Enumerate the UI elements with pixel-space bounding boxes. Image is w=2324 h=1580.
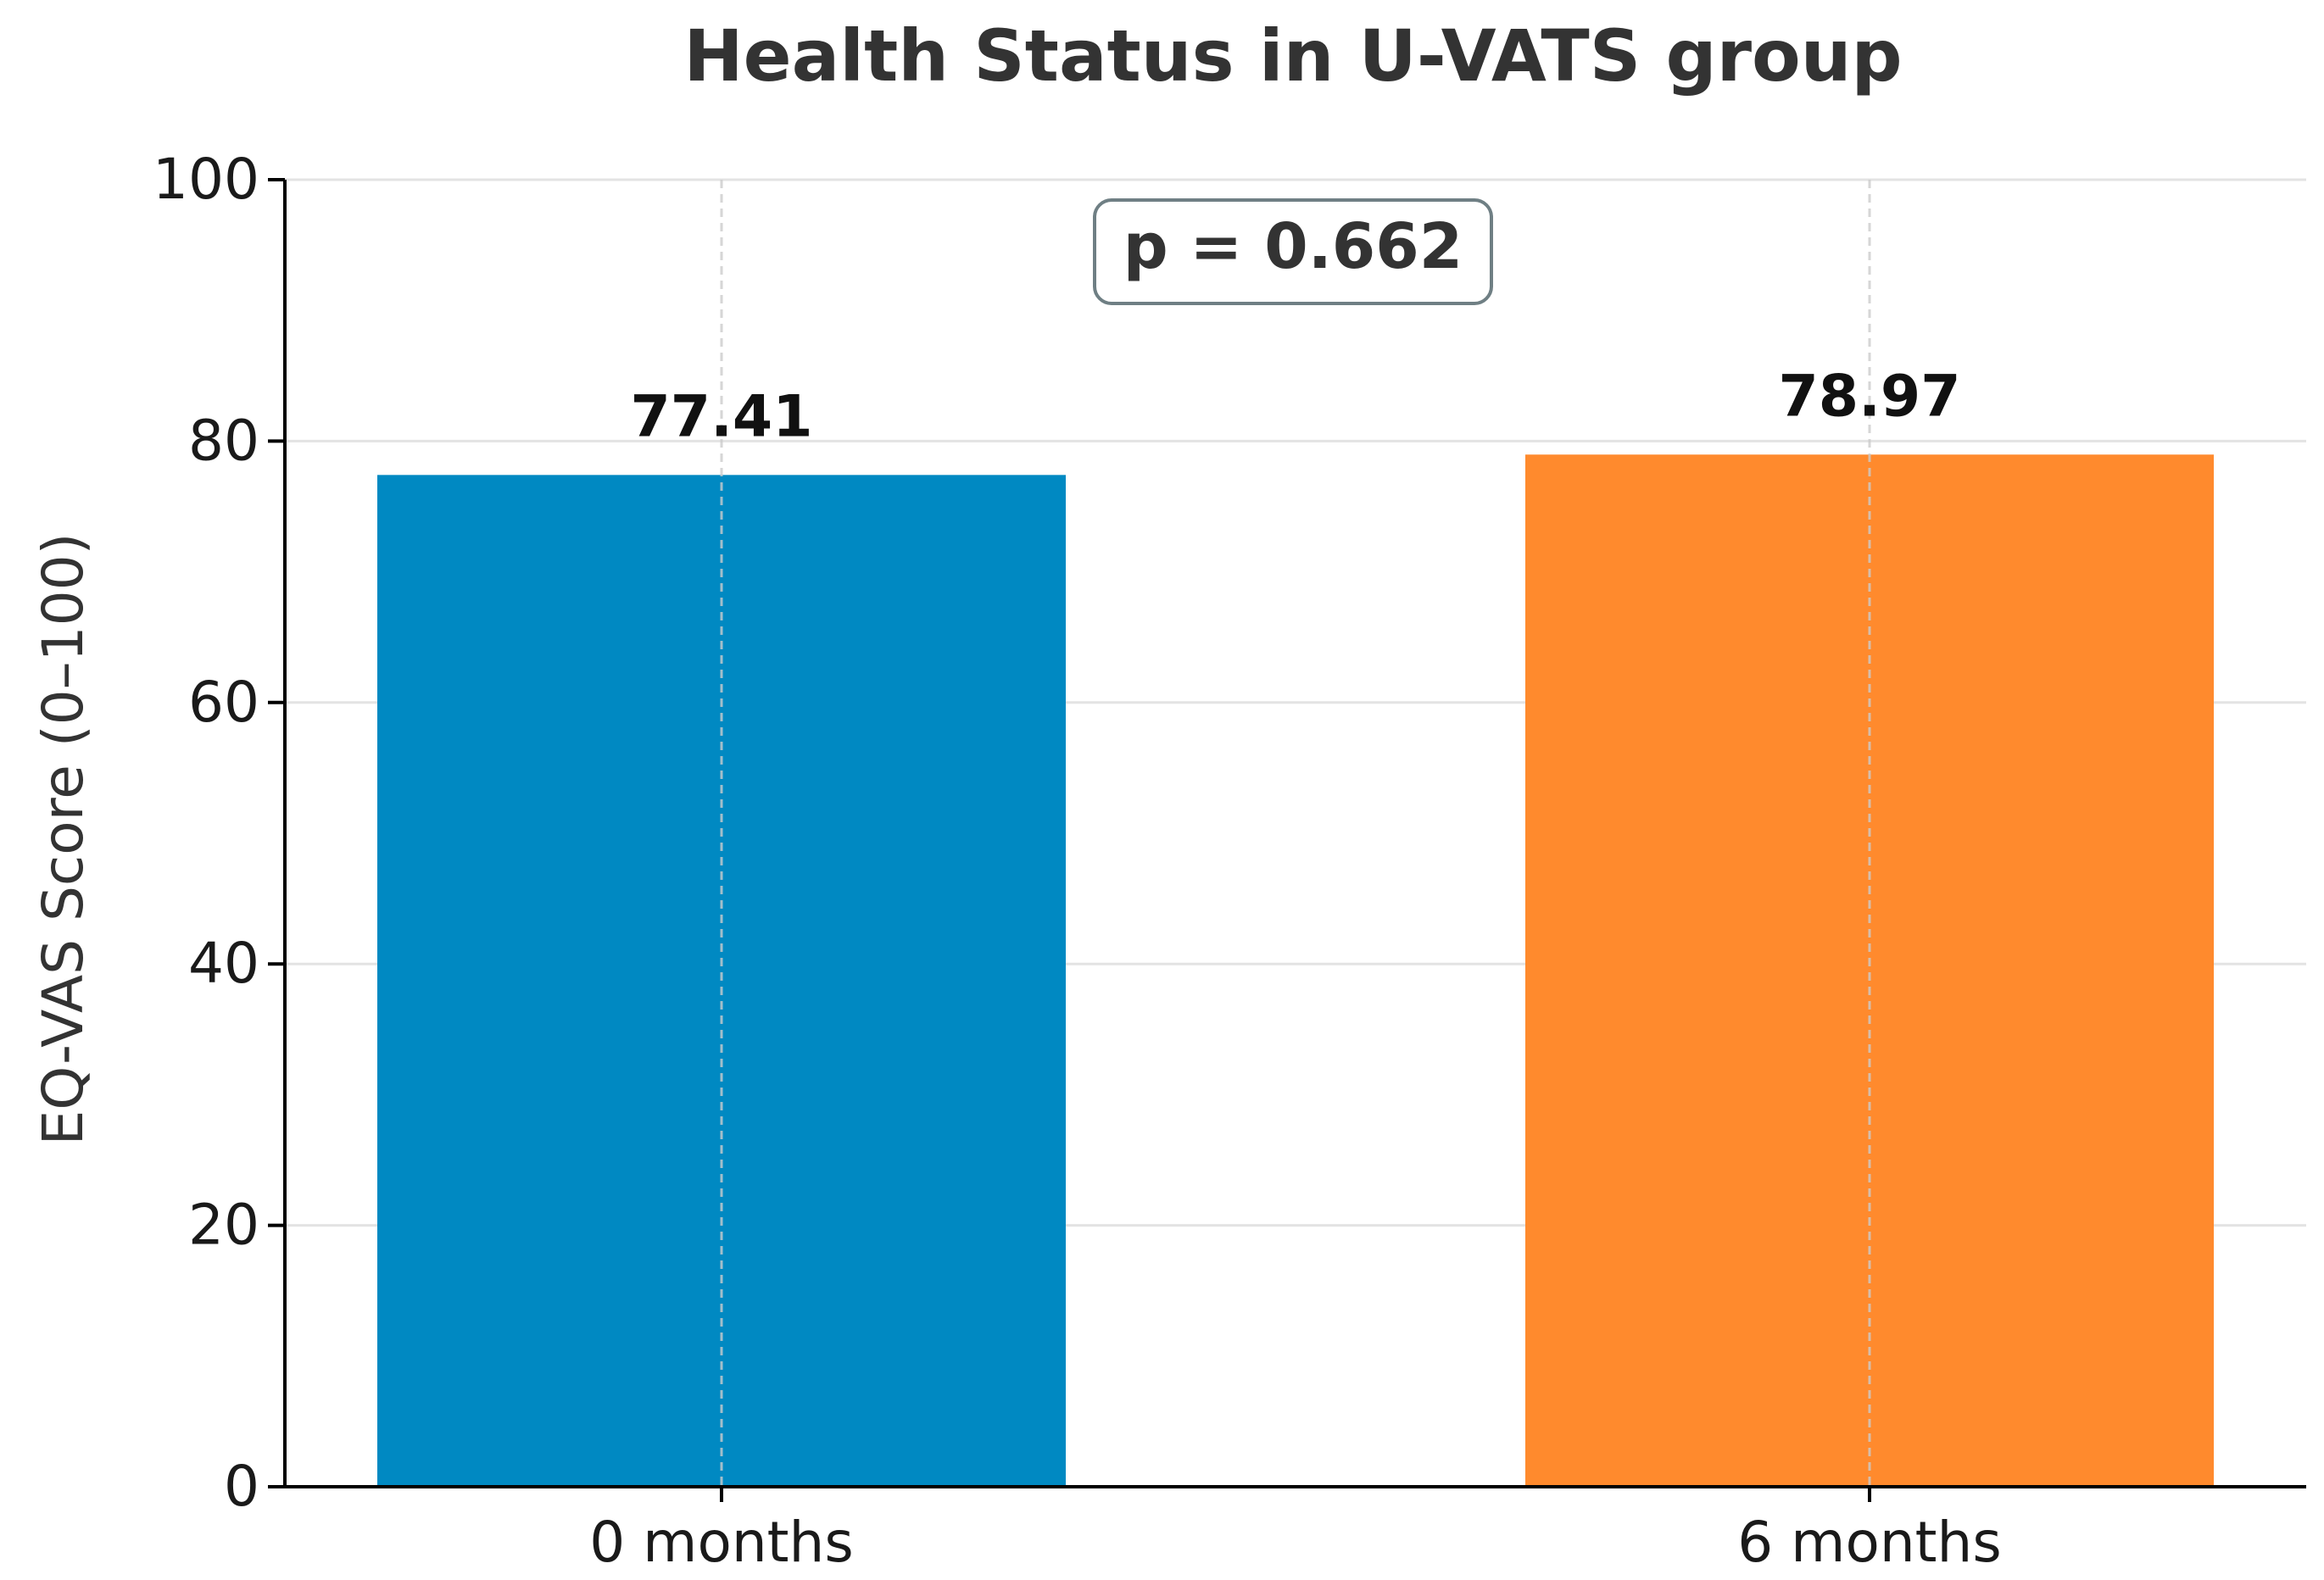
vertical-grid-layer [720, 180, 1871, 1487]
y-tick-label: 100 [153, 147, 259, 212]
bar-value-label: 78.97 [1778, 363, 1960, 430]
p-value-box [1093, 198, 1493, 305]
bar [1525, 454, 2214, 1487]
y-tick-label: 60 [188, 670, 259, 735]
y-tick-label: 80 [188, 408, 259, 473]
y-tick-label: 20 [188, 1193, 259, 1258]
p-value-annotation: p = 0.662 [1093, 198, 1493, 305]
y-ticks: 0 20 40 60 80 100 [153, 147, 285, 1519]
x-tick-label: 0 months [589, 1510, 854, 1575]
p-value-text: p = 0.662 [1123, 210, 1463, 283]
chart-title: Health Status in U-VATS group [683, 14, 1902, 97]
y-axis-label: EQ-VAS Score (0–100) [31, 533, 96, 1146]
y-tick-label: 40 [188, 931, 259, 996]
x-ticks: 0 months 6 months [589, 1487, 2002, 1575]
x-tick-label: 6 months [1737, 1510, 2002, 1575]
bar-layer [377, 454, 2214, 1487]
axis-layer [283, 180, 2306, 1488]
bar-value-label: 77.41 [630, 383, 812, 450]
y-tick-label: 0 [224, 1454, 259, 1519]
value-labels: 77.41 78.97 [630, 363, 1960, 450]
